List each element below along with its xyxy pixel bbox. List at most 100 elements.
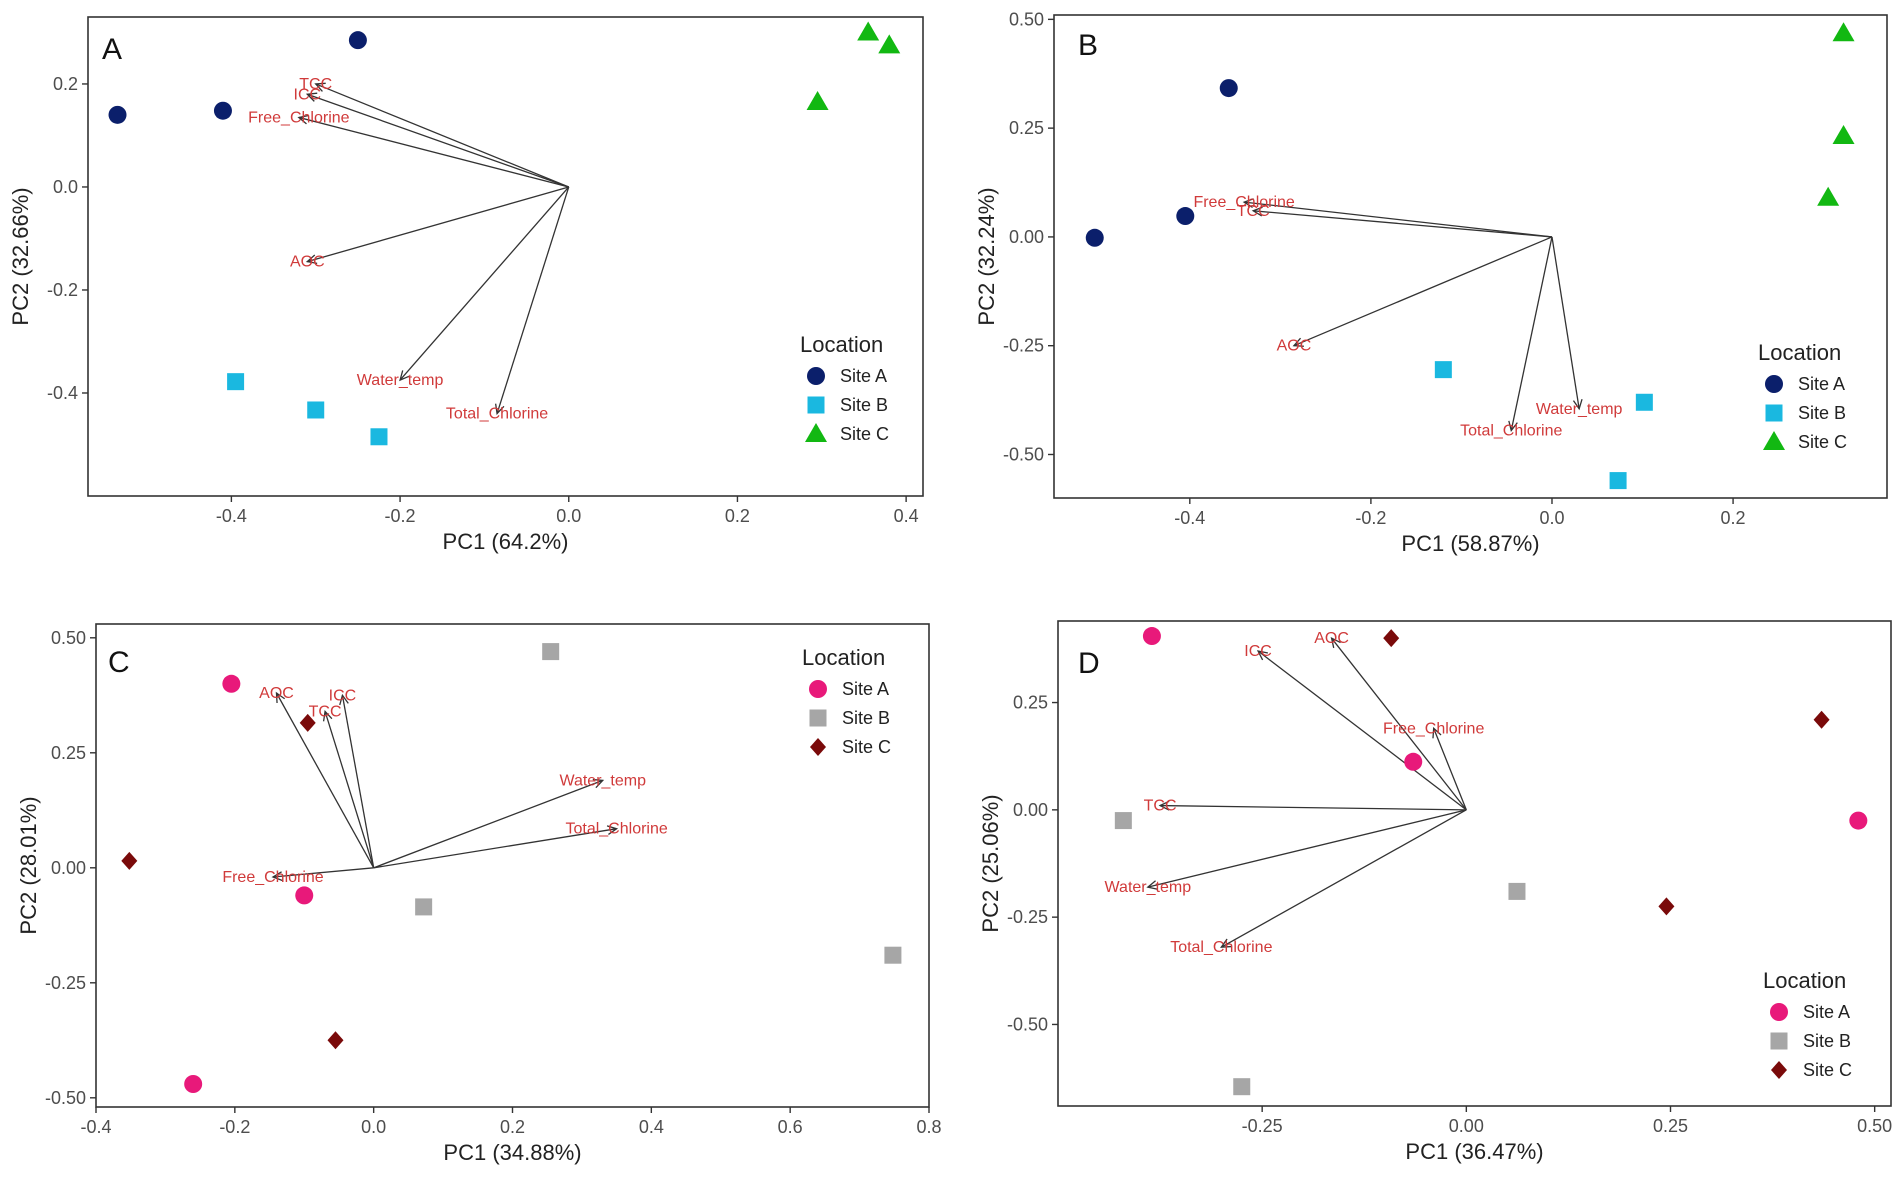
loading-label: AOC <box>290 254 325 271</box>
x-axis-title: PC1 (34.88%) <box>443 1140 581 1165</box>
loading-arrowhead <box>592 778 605 789</box>
data-point <box>1219 79 1238 98</box>
loading-arrow <box>307 186 569 263</box>
loading-label: TCC <box>1144 798 1177 815</box>
loading-arrow <box>1147 809 1467 888</box>
x-tick-label: 0.50 <box>1857 1116 1892 1136</box>
legend-label: Site A <box>842 679 889 699</box>
loading-label: ICC <box>294 86 322 103</box>
loading-arrowhead <box>494 403 505 416</box>
data-point <box>1813 710 1830 729</box>
legend-label: Site B <box>842 708 890 728</box>
x-tick-label: 0.25 <box>1653 1116 1688 1136</box>
legend-label: Site A <box>840 366 887 386</box>
legend: Location Site A Site B Site C <box>800 332 889 444</box>
data-point <box>1085 228 1104 247</box>
y-tick-label: 0.50 <box>1009 9 1044 29</box>
data-point <box>1849 811 1868 830</box>
loading-arrow <box>324 711 375 868</box>
legend-label: Site A <box>1798 374 1845 394</box>
loading-label: Water_temp <box>559 772 646 789</box>
legend-label: Site C <box>840 424 889 444</box>
data-point <box>222 674 241 693</box>
loading-arrow <box>315 83 570 188</box>
y-tick-label: 0.2 <box>53 74 78 94</box>
legend-key <box>809 709 827 727</box>
y-tick-label: 0.0 <box>53 177 78 197</box>
legend-title: Location <box>802 645 885 670</box>
x-tick-label: 0.2 <box>500 1117 525 1137</box>
plot-area <box>87 16 924 497</box>
loading-arrow <box>1510 236 1553 431</box>
loading-label: ICC <box>329 687 357 704</box>
y-tick-label: -0.2 <box>47 280 78 300</box>
legend-key <box>805 423 827 442</box>
loading-arrowhead <box>1292 337 1304 347</box>
loading-label: Total_Chlorine <box>446 406 548 423</box>
loading-arrowhead <box>1256 650 1269 661</box>
loading-arrow <box>1433 728 1467 811</box>
loading-arrowhead <box>314 82 326 92</box>
loading-arrow <box>307 93 569 188</box>
legend-label: Site B <box>1798 403 1846 423</box>
loading-arrow <box>399 186 570 381</box>
x-tick-label: 0.8 <box>916 1117 941 1137</box>
data-point <box>213 101 232 120</box>
loading-arrowhead <box>297 114 309 125</box>
y-tick-label: 0.25 <box>1009 118 1044 138</box>
loading-label: Total_Chlorine <box>565 821 667 838</box>
loading-arrowhead <box>275 691 286 704</box>
data-point <box>1635 393 1653 411</box>
x-axis-title: PC1 (64.2%) <box>443 529 569 554</box>
loading-label: TCC <box>1237 203 1270 220</box>
loading-arrowhead <box>1242 198 1254 208</box>
data-point <box>227 373 245 391</box>
y-axis-title: PC2 (25.06%) <box>978 794 1003 932</box>
loading-arrowhead <box>399 370 410 382</box>
data-point <box>1434 361 1452 379</box>
panel-b: -0.4 -0.2 0.0 0.2 -0.50 -0.25 0.00 0.25 0.50 PC1 … <box>974 9 1888 556</box>
x-axis-title: PC1 (58.87%) <box>1401 531 1539 556</box>
loading-arrowhead <box>305 254 318 265</box>
plot-area <box>1057 620 1892 1107</box>
loading-label: AOC <box>259 685 294 702</box>
loading-label: AOC <box>1314 630 1349 647</box>
loading-arrowhead <box>1508 420 1518 433</box>
legend-label: Site C <box>1798 432 1847 452</box>
loading-label: Total_Chlorine <box>1170 939 1272 956</box>
panel-letter: C <box>108 646 130 679</box>
data-point <box>299 713 316 732</box>
loading-label: Free_Chlorine <box>248 109 349 126</box>
loading-label: Water_temp <box>357 372 444 389</box>
loading-arrowhead <box>322 709 333 722</box>
loading-label: Total_Chlorine <box>1460 423 1562 440</box>
data-point <box>884 946 902 964</box>
data-point <box>415 898 433 916</box>
loading-arrow <box>298 116 569 188</box>
y-tick-label: -0.25 <box>1003 336 1044 356</box>
loading-arrow <box>1221 809 1467 948</box>
loading-arrow <box>373 828 617 869</box>
legend: Location Site A Site B Site C <box>802 645 891 757</box>
legend-key <box>1770 1032 1788 1050</box>
loading-arrow <box>1160 804 1467 811</box>
data-point <box>542 643 560 661</box>
legend-label: Site C <box>1803 1060 1852 1080</box>
legend-key <box>810 738 826 756</box>
loading-arrowhead <box>339 693 349 706</box>
x-tick-label: -0.2 <box>385 506 416 526</box>
data-point <box>1383 629 1400 648</box>
loading-arrow <box>1257 650 1467 811</box>
data-point <box>348 31 367 50</box>
loading-arrow <box>341 695 375 868</box>
legend-label: Site A <box>1803 1002 1850 1022</box>
panel-letter: A <box>102 33 122 66</box>
panel-letter: B <box>1078 29 1098 62</box>
panel-a: -0.4 -0.2 0.0 0.2 0.4 -0.4 -0.2 0.0 0.2 PC1 (64.2… <box>8 16 924 554</box>
x-tick-label: 0.00 <box>1449 1116 1484 1136</box>
x-tick-label: -0.4 <box>216 506 247 526</box>
loading-arrow <box>1253 210 1553 238</box>
plot-area <box>1053 14 1888 499</box>
loading-arrowhead <box>1158 800 1170 811</box>
